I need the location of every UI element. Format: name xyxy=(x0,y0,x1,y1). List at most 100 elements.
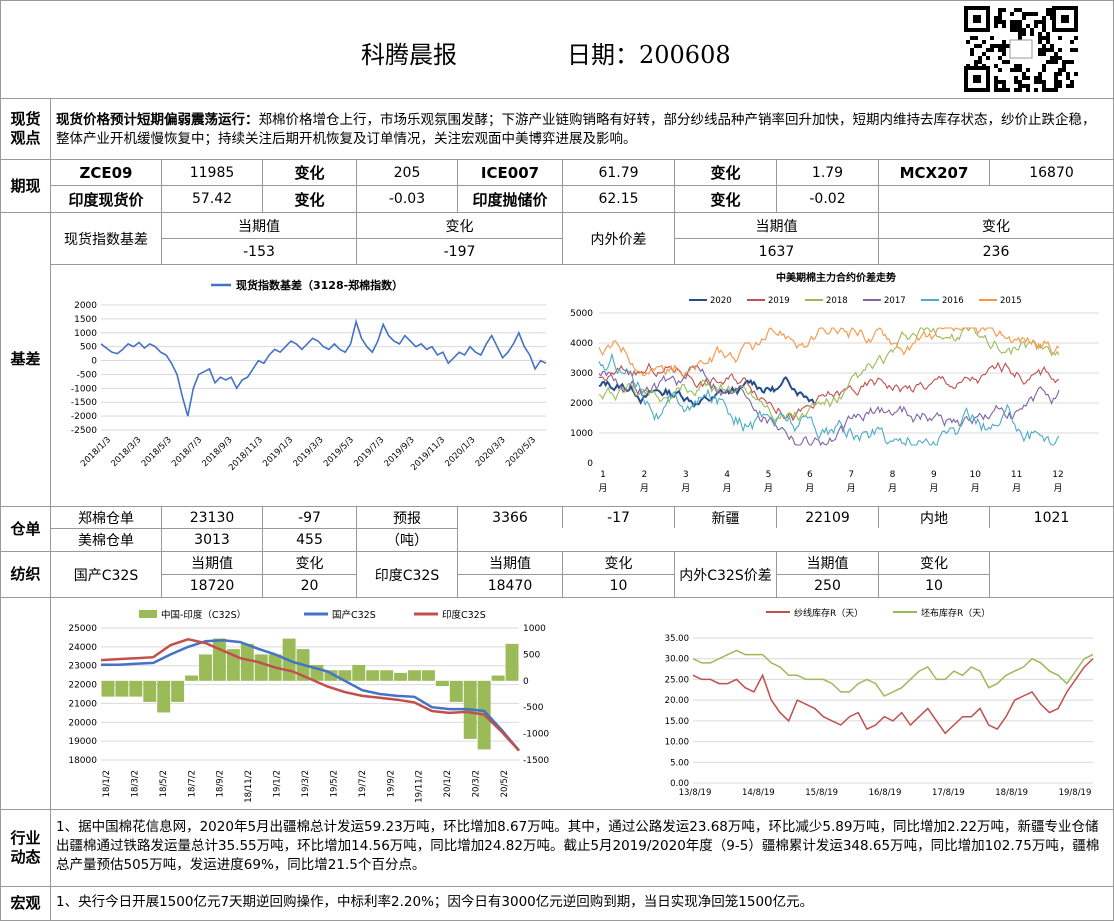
y-tick-label: 5000 xyxy=(570,309,593,319)
y-tick-label: 3000 xyxy=(570,369,593,379)
x-tick-label: 2020/3/3 xyxy=(474,435,508,469)
x-tick-label: 18/1/2 xyxy=(102,770,112,797)
y-tick-label: 2000 xyxy=(74,301,97,311)
zce09-change: 205 xyxy=(393,164,421,181)
x-tick-label: 2019/1/3 xyxy=(261,435,295,469)
x-tick-label: 19/5/2 xyxy=(329,770,339,797)
y-tick-label: 10.00 xyxy=(665,738,689,748)
diff-bar xyxy=(101,680,115,697)
domestic-c32s-label: 国产C32S xyxy=(73,567,139,584)
legend-swatch-diff xyxy=(139,610,157,618)
us-warrant-value: 3013 xyxy=(194,532,230,548)
forecast-unit: （吨） xyxy=(386,533,428,549)
y-tick-label: -2500 xyxy=(71,426,97,436)
ice007-value: 61.79 xyxy=(598,164,639,181)
diff-bar xyxy=(212,638,226,681)
x-tick-label: 11 xyxy=(1011,470,1022,480)
macro-label: 宏观 xyxy=(1,887,51,920)
y-tick-label: 22000 xyxy=(68,681,97,691)
x-tick-label: 2018/7/3 xyxy=(170,435,204,469)
y-tick-label: 500 xyxy=(80,343,97,353)
x-tick-label: 3 xyxy=(683,470,689,480)
x-tick-label: 16/8/19 xyxy=(869,788,902,798)
y-tick-label: 23000 xyxy=(68,662,97,672)
basis-current-value: -153 xyxy=(243,243,275,260)
x-tick-unit: 月 xyxy=(723,483,732,494)
domestic-c32s-value: 18720 xyxy=(189,578,235,594)
forecast-change: -17 xyxy=(607,509,630,526)
industry-text: 1、据中国棉花信息网，2020年5月出疆棉总计发运59.23万吨，环比增加8.6… xyxy=(56,819,1100,873)
domestic-c32s-line xyxy=(101,639,520,752)
legend-label-2: 印度C32S xyxy=(442,609,486,621)
c32s-price-chart: 中国-印度（C32S） 国产C32S 印度C32S 25000 24000 23000 22… xyxy=(68,609,549,803)
diff-bar xyxy=(254,654,268,681)
basis-label: 基差 xyxy=(1,213,51,506)
x-tick-label: 2020/5/3 xyxy=(504,435,538,469)
macro-row: 宏观 1、央行今日开展1500亿元7天期逆回购操作，中标利率2.20%；因今日有… xyxy=(1,887,1113,920)
y-tick-label: 21000 xyxy=(68,699,97,709)
y2-tick-label: 500 xyxy=(523,650,540,660)
y-tick-label: 19000 xyxy=(68,737,97,747)
india-spot-change-label: 变化 xyxy=(294,190,325,209)
diff-bar xyxy=(435,680,449,687)
x-tick-label: 12 xyxy=(1052,470,1063,480)
x-tick-label: 19/1/2 xyxy=(273,770,283,797)
y-tick-label: 5.00 xyxy=(670,758,689,768)
inland-value: 1021 xyxy=(1033,509,1070,526)
zce-warrant-value: 23130 xyxy=(189,509,235,526)
x-tick-label: 8 xyxy=(890,470,896,480)
diff-bar xyxy=(143,680,157,702)
diff-bar xyxy=(338,670,352,681)
diff-bar xyxy=(240,643,254,681)
zce09-change-label: 变化 xyxy=(294,164,325,182)
x-tick-label: 19/8/19 xyxy=(1059,788,1092,798)
legend-label-2020: 2020 xyxy=(710,296,732,306)
diff-bar xyxy=(505,643,519,681)
legend-label-1: 国产C32S xyxy=(332,609,376,621)
y-tick-label: -1000 xyxy=(71,384,97,394)
x-tick-unit: 月 xyxy=(888,483,897,494)
basis-change-value: -197 xyxy=(443,243,476,260)
domestic-c32s-change: 20 xyxy=(300,578,319,594)
y-tick-label: 35.00 xyxy=(665,634,689,644)
series-line-2020 xyxy=(598,375,815,408)
ice007-change-label: 变化 xyxy=(710,164,741,182)
x-tick-label: 2019/3/3 xyxy=(292,435,326,469)
india-c32s-value: 18470 xyxy=(487,578,533,594)
x-tick-label: 15/8/19 xyxy=(805,788,838,798)
india-reserve-change: -0.02 xyxy=(809,191,846,207)
basis-series-line xyxy=(100,318,547,417)
spot-view-body: 郑棉价格增仓上行，市场乐观氛围发酵；下游产业链购销略有好转，部分纱线品种产销率回… xyxy=(56,112,1096,147)
india-c32s-label: 印度C32S xyxy=(374,567,440,584)
y-tick-label: 15.00 xyxy=(665,717,689,727)
y-tick-label: -2000 xyxy=(71,412,97,422)
legend-label-2017: 2017 xyxy=(884,296,906,306)
y-tick-label: 25000 xyxy=(68,624,97,634)
spread-change-value: 236 xyxy=(982,243,1010,260)
x-tick-label: 2019/7/3 xyxy=(352,435,386,469)
us-warrant-label: 美棉仓单 xyxy=(78,533,134,549)
x-tick-label: 19/9/2 xyxy=(386,770,396,797)
forecast-value: 3366 xyxy=(492,509,528,526)
x-tick-label: 2018/3/3 xyxy=(109,435,143,469)
x-tick-label: 18/8/19 xyxy=(995,788,1028,798)
series-line-2016 xyxy=(598,352,1060,447)
x-tick-unit: 月 xyxy=(598,483,607,494)
y-tick-label: 1000 xyxy=(570,429,593,439)
textile-label: 纺织 xyxy=(1,552,51,597)
india-spot-change: -0.03 xyxy=(388,191,426,207)
x-tick-label: 18/7/2 xyxy=(187,770,197,797)
x-tick-label: 5 xyxy=(766,470,772,480)
inland-label: 内地 xyxy=(920,510,948,527)
series-line-2017 xyxy=(598,364,1060,447)
diff-bar xyxy=(421,670,435,681)
textile-row: 纺织 国产C32S 当期值 变化 18720 20 印度C32S 当期值 变化 … xyxy=(1,552,1113,598)
y-tick-label: -500 xyxy=(77,370,98,380)
zce09-label: ZCE09 xyxy=(79,163,133,182)
india-reserve-label: 印度抛储价 xyxy=(472,190,548,209)
diff-bar xyxy=(380,670,394,681)
series-line-2018 xyxy=(598,327,1060,423)
x-tick-label: 20/3/2 xyxy=(472,770,482,797)
xinjiang-value: 22109 xyxy=(805,509,850,526)
